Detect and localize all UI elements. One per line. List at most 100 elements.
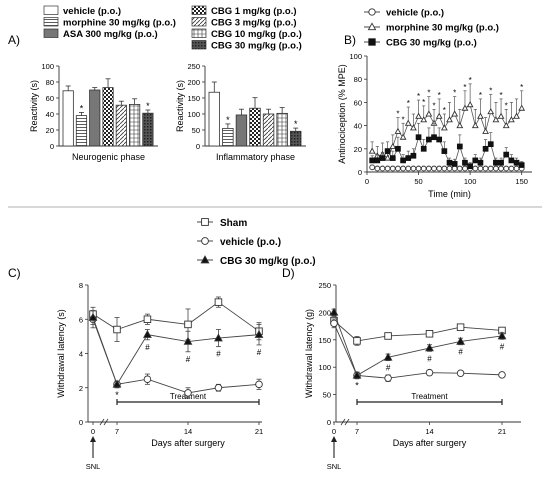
series-line xyxy=(92,317,260,386)
data-point xyxy=(498,165,504,172)
y-tick-label: 80 xyxy=(354,75,362,84)
data-point xyxy=(431,134,437,141)
snl-arrow-head xyxy=(331,436,337,442)
significance-hash: # xyxy=(500,342,505,351)
x-tick-label: 150 xyxy=(515,177,528,186)
bar xyxy=(62,90,74,147)
data-point xyxy=(369,157,376,164)
data-point xyxy=(431,165,437,172)
data-point xyxy=(353,337,361,345)
y-tick-label: 150 xyxy=(318,336,331,345)
data-point xyxy=(498,371,506,379)
legend-label: vehicle (p.o.) xyxy=(220,237,281,248)
y-tick-label: 100 xyxy=(318,363,331,372)
bar xyxy=(249,107,261,147)
data-point xyxy=(425,110,433,117)
data-point xyxy=(214,333,223,342)
data-point xyxy=(415,112,422,119)
data-point xyxy=(482,165,489,172)
legend-panel-a: vehicle (p.o.)morphine 30 mg/kg (p.o.)AS… xyxy=(43,5,302,52)
data-point xyxy=(503,151,510,158)
data-point xyxy=(446,165,453,172)
legend-label: ASA 300 mg/kg (p.o.) xyxy=(63,29,158,40)
y-axis-label: Antinociception (% MPE) xyxy=(337,64,347,164)
data-point xyxy=(113,325,121,334)
panel-label-c: C) xyxy=(8,266,21,280)
legend-label: CBG 30 mg/kg (p.o.) xyxy=(220,256,316,267)
data-point xyxy=(477,165,484,172)
panel-label-a: A) xyxy=(8,33,20,47)
data-point xyxy=(461,104,469,111)
data-point xyxy=(330,319,338,328)
legend-swatch xyxy=(191,17,207,27)
data-point xyxy=(410,165,417,172)
data-point xyxy=(440,124,448,131)
data-point xyxy=(482,127,489,134)
series-line xyxy=(92,301,260,332)
bar xyxy=(142,112,154,147)
significance-hash: # xyxy=(216,350,221,359)
y-axis-label: Reactivity (s) xyxy=(175,80,185,132)
data-point xyxy=(441,148,448,154)
panel-label-b: B) xyxy=(344,33,356,47)
legend-panels-cd: Sham vehicle (p.o.) CBG 30 mg/kg (p.o.) xyxy=(197,218,316,267)
legend-swatch xyxy=(43,5,59,15)
data-point xyxy=(415,165,422,172)
y-tick-label: 100 xyxy=(41,62,54,71)
legend-swatch xyxy=(191,40,207,50)
significance-hash: # xyxy=(386,364,391,373)
legend-label: CBG 30 mg/kg (p.o.) xyxy=(386,38,477,49)
data-point xyxy=(389,165,396,172)
y-tick-label: 20 xyxy=(46,126,54,135)
data-point xyxy=(112,379,122,388)
y-tick-label: 6 xyxy=(79,315,83,324)
data-point xyxy=(441,165,448,172)
data-point xyxy=(426,136,432,143)
data-point xyxy=(384,165,391,172)
data-point xyxy=(405,155,412,161)
legend-swatch xyxy=(191,5,207,15)
data-point xyxy=(482,145,489,152)
data-point xyxy=(436,136,443,143)
axis-break xyxy=(344,418,350,426)
legend-label: morphine 30 mg/kg (p.o.) xyxy=(386,23,499,34)
data-point xyxy=(368,147,376,154)
data-point xyxy=(88,312,98,321)
data-point xyxy=(492,116,500,123)
data-point xyxy=(415,134,422,141)
data-point xyxy=(143,375,152,383)
data-point xyxy=(507,116,515,123)
data-point xyxy=(374,165,381,172)
x-tick-label: 21 xyxy=(255,427,263,436)
data-point xyxy=(184,320,192,329)
legend-panel-b: vehicle (p.o.) morphine 30 mg/kg (p.o.) CB… xyxy=(364,8,499,49)
significance-star: * xyxy=(500,91,503,100)
legend-label: Sham xyxy=(220,218,247,229)
data-point xyxy=(384,154,392,161)
significance-star: * xyxy=(294,119,298,129)
snl-label: SNL xyxy=(86,462,101,471)
data-point xyxy=(456,369,465,377)
y-tick-label: 200 xyxy=(318,308,331,317)
data-point xyxy=(389,155,396,161)
x-tick-label: 50 xyxy=(414,177,422,186)
x-tick-label: 7 xyxy=(115,427,119,436)
x-axis-label: Inflammatory phase xyxy=(216,152,295,162)
legend-label: CBG 1 mg/kg (p.o.) xyxy=(211,6,297,17)
treatment-label: Treatment xyxy=(411,392,448,401)
data-point xyxy=(493,159,499,166)
significance-star: * xyxy=(355,381,359,391)
significance-star: * xyxy=(489,86,492,95)
data-point xyxy=(467,163,473,170)
y-tick-label: 50 xyxy=(323,391,331,400)
data-point xyxy=(456,165,463,172)
data-point xyxy=(420,165,427,172)
data-point xyxy=(436,165,443,172)
y-tick-label: 0 xyxy=(327,418,331,427)
data-point xyxy=(498,159,504,166)
x-axis-label: Days after surgery xyxy=(393,438,467,448)
data-point xyxy=(508,165,515,172)
data-point xyxy=(471,121,479,129)
